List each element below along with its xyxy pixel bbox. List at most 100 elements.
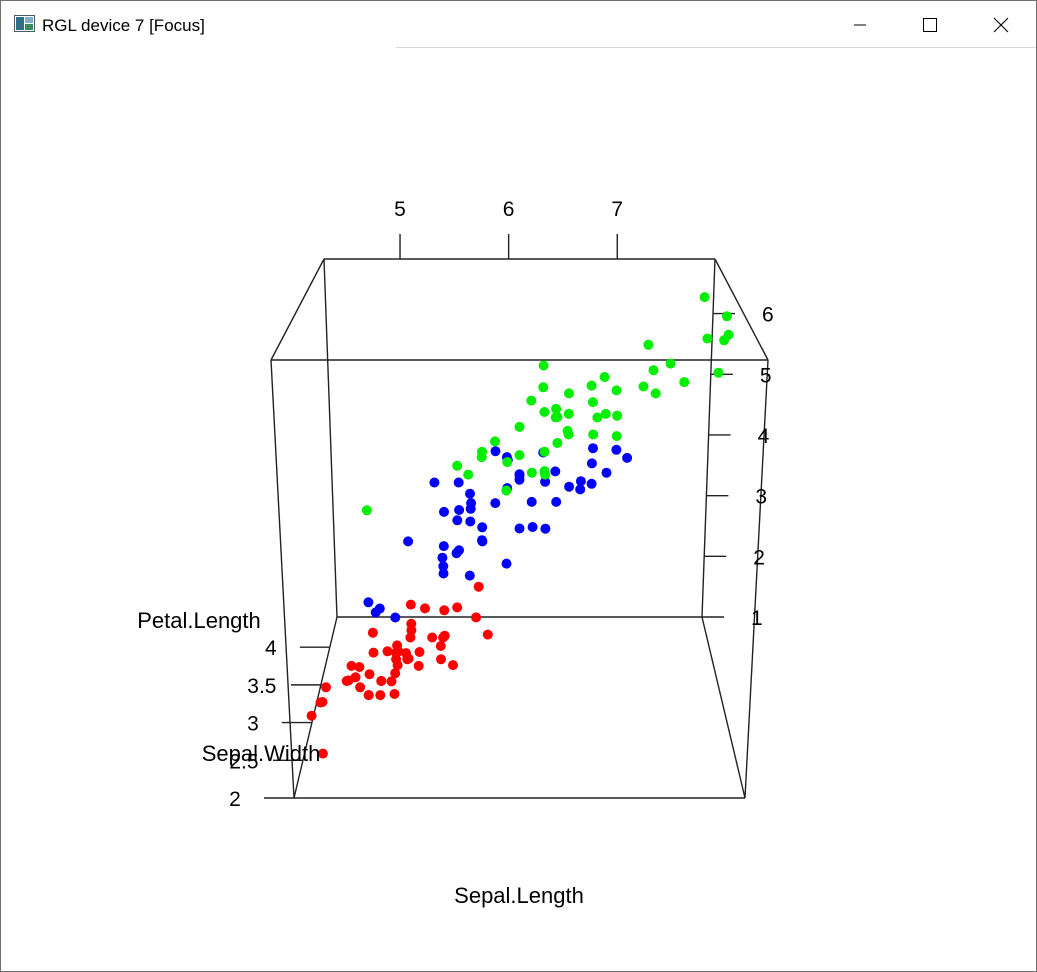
data-point: [451, 548, 462, 559]
x-tick-label: 5: [394, 198, 406, 221]
data-point: [392, 660, 403, 671]
data-point: [367, 627, 378, 638]
data-point: [527, 522, 538, 532]
z-tick-label: 5: [760, 364, 772, 387]
data-point: [564, 388, 574, 399]
title-bar[interactable]: RGL device 7 [Focus]: [1, 1, 1036, 48]
data-point: [382, 646, 393, 657]
data-point: [363, 597, 374, 608]
data-point: [343, 675, 354, 686]
data-point: [374, 603, 385, 614]
data-point: [514, 523, 525, 534]
data-point: [361, 505, 372, 516]
data-point: [363, 690, 374, 701]
data-point: [473, 581, 484, 592]
data-point: [477, 535, 487, 546]
data-point: [587, 397, 598, 408]
data-point: [364, 669, 375, 680]
z-tick-label: 1: [751, 607, 763, 630]
data-point: [514, 421, 525, 432]
data-point: [502, 457, 513, 467]
data-point: [490, 436, 500, 447]
data-point: [650, 388, 661, 399]
data-point: [702, 333, 713, 344]
data-point: [414, 647, 425, 657]
data-point: [490, 498, 501, 509]
data-point: [448, 660, 458, 671]
data-point: [439, 506, 449, 517]
data-point: [563, 408, 574, 419]
data-point: [452, 515, 463, 526]
data-point: [471, 612, 482, 623]
data-point: [643, 339, 654, 350]
data-point: [599, 372, 610, 382]
data-point: [317, 748, 328, 759]
title-bar-divider: [396, 47, 1036, 48]
data-point: [526, 395, 537, 406]
data-point: [501, 485, 512, 496]
data-point: [586, 458, 597, 469]
box-edge: [701, 258, 716, 618]
data-point: [436, 654, 446, 665]
data-point: [721, 311, 732, 322]
data-point: [588, 443, 598, 454]
data-point: [540, 523, 551, 534]
minimize-button[interactable]: [825, 1, 895, 48]
data-point: [539, 446, 550, 457]
data-point: [368, 647, 379, 658]
y-tick-label: 3: [247, 713, 259, 736]
z-tick-label: 6: [762, 304, 774, 327]
data-point: [306, 710, 317, 721]
data-point: [713, 367, 724, 378]
data-point: [354, 662, 365, 672]
data-point: [465, 488, 475, 499]
maximize-button[interactable]: [895, 1, 965, 48]
data-point: [403, 536, 414, 547]
y-tick-label: 2: [229, 788, 241, 811]
data-point: [638, 381, 649, 392]
data-point: [526, 467, 537, 478]
axis-ticks: 5 6 7 1 2 3 4 5 6 2 2.5 3 3.5 4: [229, 198, 774, 811]
data-point: [413, 660, 424, 671]
data-point: [435, 641, 446, 651]
data-point: [438, 568, 449, 579]
x-tick-label: 6: [503, 198, 515, 221]
data-point: [539, 407, 550, 417]
data-point: [551, 496, 562, 507]
rgl-app-icon: [14, 15, 36, 38]
data-points: [306, 292, 734, 759]
scatter3d-canvas[interactable]: 5 6 7 1 2 3 4 5 6 2 2.5 3 3.5 4 Sepal.Length Sepal.Wi…: [1, 48, 1036, 971]
data-point: [612, 410, 623, 421]
data-point: [552, 438, 563, 448]
data-point: [346, 660, 357, 671]
data-point: [476, 452, 487, 463]
bounding-box: [270, 258, 769, 799]
box-edge: [701, 616, 746, 799]
data-point: [501, 558, 512, 569]
data-point: [550, 466, 561, 477]
data-point: [540, 469, 551, 480]
data-point: [437, 552, 448, 563]
y-axis-label: Sepal.Width: [202, 741, 321, 766]
data-point: [526, 496, 537, 507]
data-point: [538, 360, 549, 371]
data-point: [592, 412, 603, 423]
data-point: [465, 516, 476, 527]
close-button[interactable]: [966, 1, 1036, 48]
data-point: [477, 522, 488, 533]
data-point: [406, 618, 417, 629]
data-point: [438, 561, 449, 572]
data-point: [538, 382, 549, 393]
rgl-3d-scatter-plot[interactable]: 5 6 7 1 2 3 4 5 6 2 2.5 3 3.5 4 Sepal.Length Sepal.Wi…: [1, 48, 1036, 971]
data-point: [679, 377, 690, 388]
data-point: [563, 429, 574, 440]
data-point: [490, 446, 501, 457]
data-point: [464, 570, 475, 581]
data-point: [452, 602, 463, 613]
x-tick-label: 7: [611, 198, 623, 221]
data-point: [611, 431, 622, 442]
data-point: [439, 630, 450, 641]
data-point: [551, 403, 562, 414]
box-edge: [270, 258, 325, 361]
z-tick-label: 3: [755, 486, 767, 509]
